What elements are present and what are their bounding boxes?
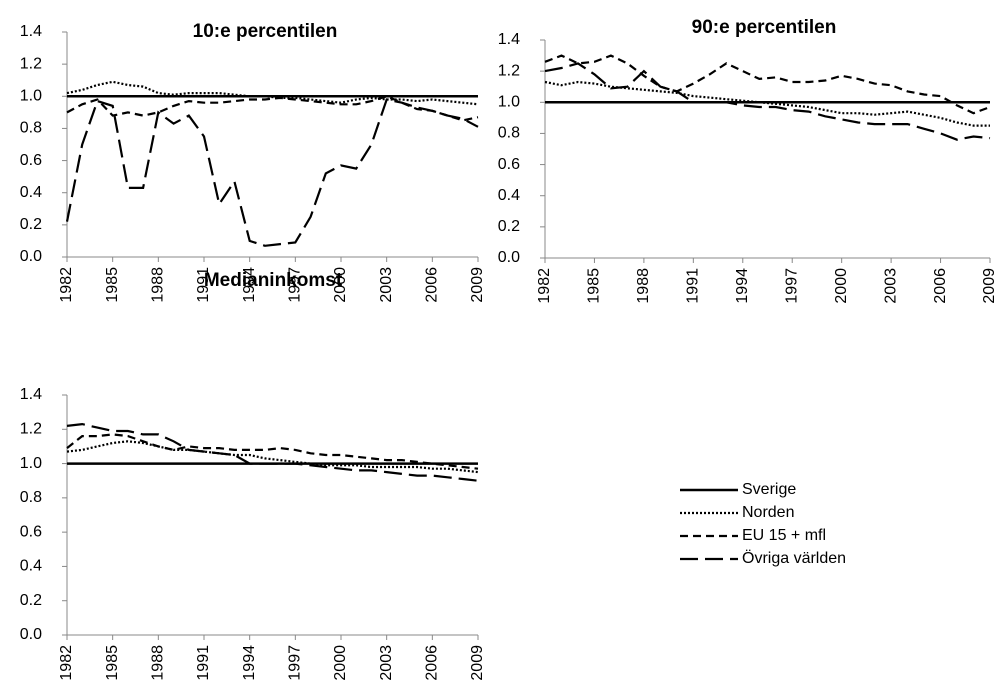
legend-label: Sverige [742, 481, 796, 498]
series-line [544, 62, 991, 141]
x-tick-label: 1994 [241, 267, 258, 303]
y-tick-label: 1.2 [20, 421, 42, 438]
series-line [544, 80, 990, 127]
series-line [66, 80, 479, 106]
y-tick-label: 0.0 [20, 626, 42, 643]
x-tick-label: 2009 [981, 268, 998, 304]
x-tick-label: 1991 [195, 645, 212, 681]
y-tick-label: 0.0 [498, 249, 520, 266]
x-tick-label: 1985 [104, 267, 121, 303]
y-tick-label: 0.6 [20, 152, 42, 169]
x-tick-label: 2006 [424, 267, 441, 303]
y-tick-label: 0.4 [20, 184, 42, 201]
series-line [66, 433, 479, 470]
y-tick-label: 1.4 [498, 31, 520, 48]
x-tick-label: 1991 [685, 268, 702, 304]
legend-label: EU 15 + mfl [742, 527, 826, 544]
y-tick-label: 1.2 [498, 62, 520, 79]
y-tick-label: 0.6 [20, 523, 42, 540]
chart-title: 10:e percentilen [193, 21, 338, 42]
series-line [66, 440, 479, 474]
x-tick-label: 2006 [932, 268, 949, 304]
y-tick-label: 0.2 [498, 218, 520, 235]
y-tick-label: 1.2 [20, 55, 42, 72]
y-tick-label: 1.4 [20, 386, 42, 403]
x-tick-label: 2003 [882, 268, 899, 304]
series-line [66, 422, 479, 482]
x-tick-label: 2000 [332, 267, 349, 303]
x-tick-label: 2000 [332, 645, 349, 681]
x-tick-label: 1985 [586, 268, 603, 304]
x-tick-label: 2009 [469, 267, 486, 303]
y-tick-label: 1.0 [20, 455, 42, 472]
x-tick-label: 1988 [150, 267, 167, 303]
y-tick-label: 0.8 [20, 489, 42, 506]
x-tick-label: 2009 [469, 645, 486, 681]
y-tick-label: 0.8 [20, 120, 42, 137]
x-tick-label: 1982 [58, 267, 75, 303]
x-tick-label: 1997 [783, 268, 800, 304]
y-tick-label: 0.8 [498, 125, 520, 142]
x-tick-label: 1988 [635, 268, 652, 304]
y-tick-label: 0.6 [498, 156, 520, 173]
y-tick-label: 0.0 [20, 248, 42, 265]
y-tick-label: 0.4 [20, 558, 42, 575]
y-tick-label: 1.0 [20, 88, 42, 105]
x-tick-label: 1982 [536, 268, 553, 304]
chart-title: Medianinkomst [204, 270, 343, 291]
x-tick-label: 1991 [195, 267, 212, 303]
x-tick-label: 1985 [104, 645, 121, 681]
chart-title: 90:e percentilen [692, 17, 837, 38]
x-tick-label: 2003 [378, 645, 395, 681]
x-tick-label: 1988 [150, 645, 167, 681]
legend-label: Norden [742, 504, 794, 521]
x-tick-label: 1994 [734, 268, 751, 304]
y-tick-label: 0.2 [20, 592, 42, 609]
y-tick-label: 1.4 [20, 23, 42, 40]
x-tick-label: 2006 [424, 645, 441, 681]
x-tick-label: 1997 [287, 645, 304, 681]
legend-label: Övriga världen [742, 549, 846, 567]
x-tick-label: 1982 [58, 645, 75, 681]
y-tick-label: 0.2 [20, 216, 42, 233]
x-tick-label: 2000 [833, 268, 850, 304]
y-tick-label: 1.0 [498, 94, 520, 111]
series-line [65, 98, 479, 247]
y-tick-label: 0.4 [498, 187, 520, 204]
x-tick-label: 1997 [287, 267, 304, 303]
series-line [544, 54, 991, 115]
x-tick-label: 1994 [241, 645, 258, 681]
x-tick-label: 2003 [378, 267, 395, 303]
